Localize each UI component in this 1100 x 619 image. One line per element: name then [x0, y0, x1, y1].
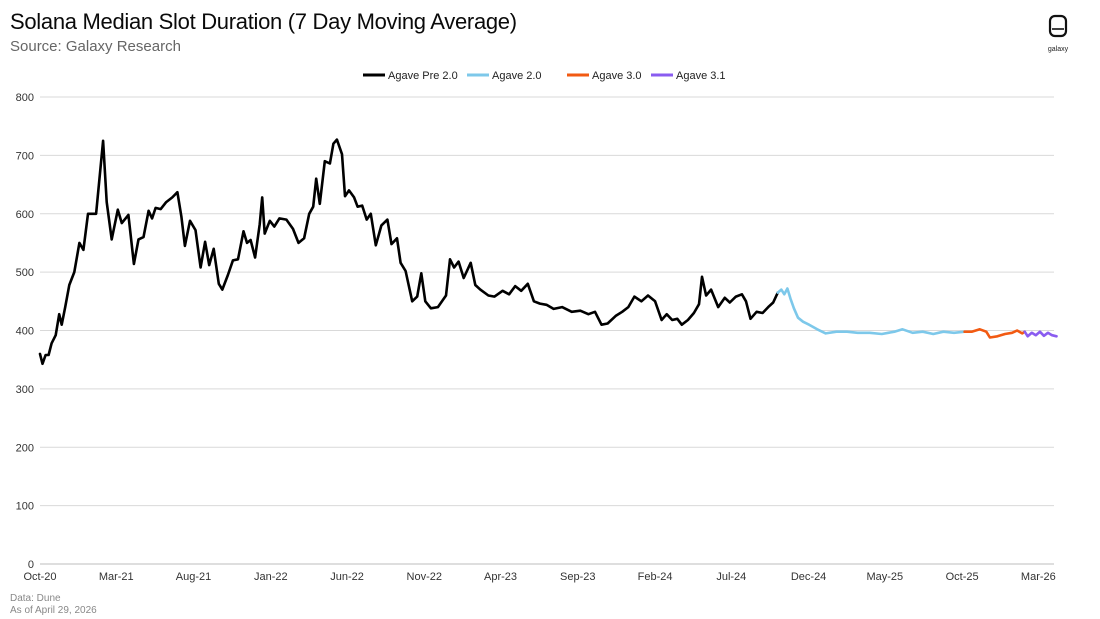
y-tick-label: 100 [16, 501, 34, 513]
x-tick-label: Feb-24 [638, 571, 673, 583]
y-tick-label: 300 [16, 384, 34, 396]
legend-entry: Agave 3.0 [592, 70, 642, 82]
chart-subtitle: Source: Galaxy Research [10, 38, 181, 55]
y-tick-label: 800 [16, 92, 34, 104]
series-line-agave-3-0 [963, 328, 1026, 339]
x-tick-label: Jul-24 [716, 571, 746, 583]
y-tick-label: 500 [16, 267, 34, 279]
x-tick-label: Nov-22 [407, 571, 442, 583]
x-tick-label: Dec-24 [791, 571, 826, 583]
x-tick-label: Oct-25 [946, 571, 979, 583]
legend-entry: Agave Pre 2.0 [388, 70, 458, 82]
as-of-note: As of April 29, 2026 [10, 605, 97, 616]
y-tick-label: 400 [16, 326, 34, 338]
legend-entry: Agave 2.0 [492, 70, 542, 82]
series-lines [38, 138, 1058, 366]
x-tick-label: Aug-21 [176, 571, 211, 583]
grid-lines [40, 96, 1054, 565]
x-tick-label: Sep-23 [560, 571, 595, 583]
x-tick-label: Apr-23 [484, 571, 517, 583]
x-axis-ticks: Oct-20 Mar-21 Aug-21 Jan-22 Jun-22 Nov-22 Apr-… [23, 571, 1055, 583]
series-line-agave-3-1 [1023, 330, 1058, 338]
x-tick-label: Oct-20 [23, 571, 56, 583]
footer: Data: Dune As of April 29, 2026 [10, 593, 97, 617]
x-tick-label: Mar-21 [99, 571, 134, 583]
x-tick-label: Jun-22 [330, 571, 364, 583]
series-line-agave-2-0 [776, 287, 966, 336]
x-tick-label: Jan-22 [254, 571, 288, 583]
legend-entry: Agave 3.1 [676, 70, 726, 82]
y-tick-label: 0 [28, 559, 34, 571]
logo-text: galaxy [1047, 46, 1069, 53]
x-tick-label: May-25 [866, 571, 903, 583]
x-tick-label: Mar-26 [1021, 571, 1056, 583]
data-source-note: Data: Dune [10, 593, 61, 604]
chart-title: Solana Median Slot Duration (7 Day Movin… [10, 9, 517, 34]
galaxy-logo-icon [1048, 14, 1068, 38]
y-axis-ticks: 0 100 200 300 400 500 600 700 800 [16, 92, 34, 571]
series-line-agave-pre-2-0 [38, 138, 780, 366]
galaxy-logo: galaxy [1044, 14, 1072, 53]
y-tick-label: 200 [16, 442, 34, 454]
y-tick-label: 700 [16, 150, 34, 162]
legend: Agave Pre 2.0 Agave 2.0 Agave 3.0 Agave 3.1 [363, 70, 726, 82]
y-tick-label: 600 [16, 209, 34, 221]
